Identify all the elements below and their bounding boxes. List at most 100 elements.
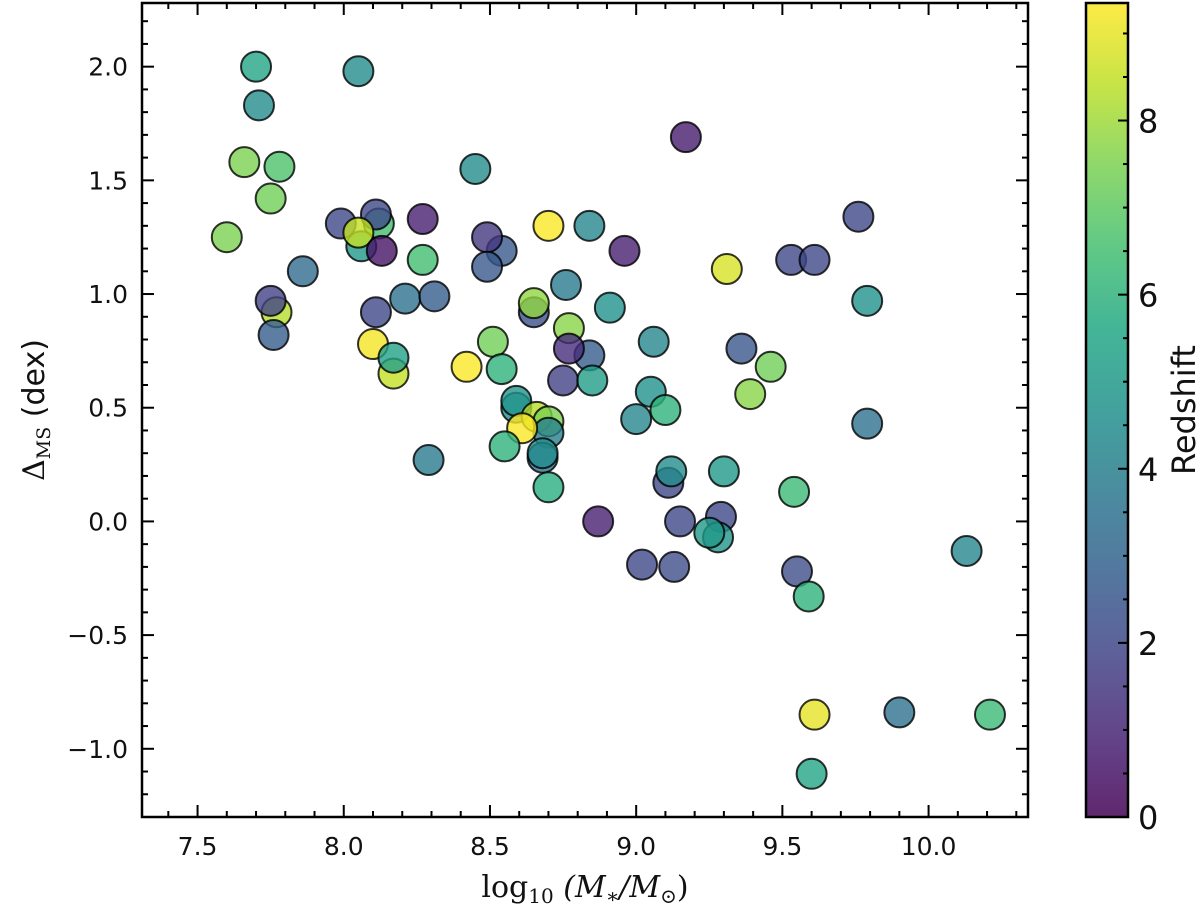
data-point [950, 534, 983, 567]
data-point [576, 364, 609, 397]
data-point [459, 152, 492, 185]
x-label-sub: 10 [528, 884, 553, 908]
data-point [254, 182, 287, 215]
y-label-delta: Δ [17, 459, 52, 481]
plot-frame [140, 1, 1030, 819]
data-point [210, 221, 243, 254]
data-point [549, 268, 582, 301]
data-point [240, 50, 273, 83]
x-label-slash: /M [616, 870, 661, 905]
data-point [798, 243, 831, 276]
data-point [389, 282, 422, 315]
data-point [342, 216, 375, 249]
data-point [263, 150, 296, 183]
data-point [664, 505, 697, 538]
data-point [254, 284, 287, 317]
y-tick-label: 1.5 [88, 166, 128, 195]
data-point [973, 698, 1006, 731]
data-point [532, 209, 565, 242]
y-label-rest: (dex) [17, 339, 52, 427]
x-label-sun: ⊙ [660, 884, 677, 908]
data-point [620, 403, 653, 436]
colorbar-label: Redshift [1165, 345, 1200, 475]
data-point [649, 394, 682, 426]
data-point [795, 757, 828, 790]
y-tick-label: 1.0 [88, 280, 128, 309]
data-point [693, 516, 726, 549]
data-point [552, 332, 585, 365]
data-point [412, 444, 445, 477]
data-point [526, 437, 559, 470]
data-point [655, 455, 688, 488]
data-point [637, 325, 670, 358]
data-point [725, 332, 758, 365]
data-point [450, 350, 483, 383]
data-point [242, 89, 275, 122]
x-label-open: (M [554, 870, 607, 905]
x-tick-label: 7.5 [178, 832, 218, 861]
data-point [517, 287, 550, 320]
data-point [883, 696, 916, 729]
y-tick-label: 0.5 [88, 394, 128, 423]
colorbar-tick-label: 2 [1138, 625, 1158, 663]
data-point [406, 243, 439, 276]
data-point [798, 698, 831, 731]
data-point [532, 471, 565, 504]
axis-ticks [142, 3, 1028, 818]
scatter-points [210, 50, 1006, 790]
data-point [608, 234, 641, 267]
y-tick-label: −0.5 [67, 621, 128, 650]
data-point [734, 378, 767, 411]
data-point [851, 407, 884, 440]
x-tick-label: 8.5 [470, 832, 510, 861]
data-point [342, 55, 375, 88]
data-point [593, 291, 626, 324]
data-point [778, 475, 811, 508]
data-point [851, 284, 884, 317]
data-point [573, 209, 606, 242]
colorbar [1084, 1, 1130, 819]
data-point [228, 146, 261, 179]
colorbar-tick-label: 8 [1138, 103, 1158, 141]
colorbar-ticks: 0 2 4 6 8 [1118, 32, 1158, 837]
data-point [547, 364, 580, 397]
data-point [359, 296, 392, 329]
data-point [365, 234, 398, 267]
colorbar-tick-label: 0 [1138, 799, 1158, 837]
data-point [488, 430, 521, 463]
x-tick-label: 8.0 [324, 832, 364, 861]
data-point [406, 203, 439, 236]
y-axis-label: ΔMS (dex) [17, 339, 55, 481]
x-tick-label: 9.5 [762, 832, 802, 861]
colorbar-tick-label: 6 [1138, 277, 1158, 315]
colorbar-tick-label: 4 [1138, 451, 1158, 489]
data-point [707, 455, 740, 488]
y-tick-label: −1.0 [67, 735, 128, 764]
y-tick-label: 0.0 [88, 507, 128, 536]
x-label-log: log [481, 870, 528, 905]
x-tick-label: 9.0 [616, 832, 656, 861]
data-point [471, 250, 504, 283]
data-point [257, 318, 290, 351]
x-label-star: ∗ [606, 884, 620, 908]
data-point [626, 548, 659, 581]
tick-labels: 7.5 8.0 8.5 9.0 9.5 10.0 2.0 1.5 1.0 0.5 0.0 −0.5 −1… [67, 53, 956, 861]
y-tick-label: 2.0 [88, 53, 128, 82]
y-label-sub: MS [33, 427, 55, 459]
data-point [669, 121, 702, 154]
data-point [582, 505, 615, 538]
data-point [710, 253, 743, 286]
x-tick-label: 10.0 [901, 832, 957, 861]
data-point [658, 550, 691, 583]
data-point [842, 200, 875, 233]
x-axis-label: log10 (M∗/M⊙) [481, 870, 688, 908]
data-point [286, 255, 319, 288]
data-point [471, 221, 504, 254]
data-point [418, 280, 451, 313]
x-label-close: ) [677, 870, 689, 905]
data-point [485, 353, 518, 386]
data-point [754, 350, 787, 383]
data-point [792, 580, 825, 613]
data-point [377, 341, 410, 374]
